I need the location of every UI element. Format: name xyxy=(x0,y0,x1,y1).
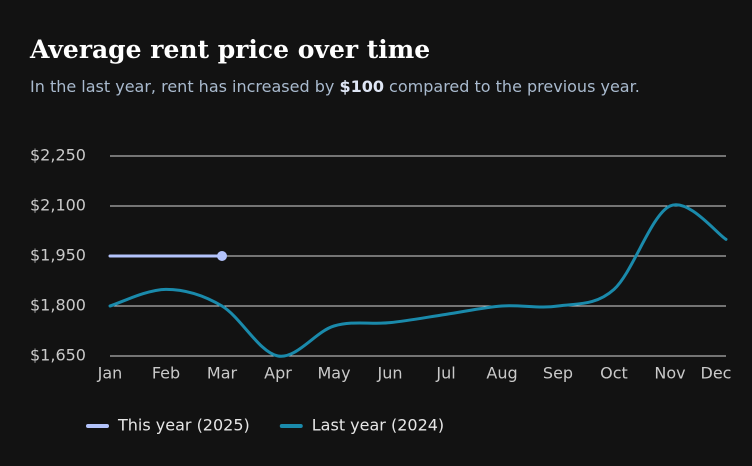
y-tick-label: $1,950 xyxy=(30,246,86,265)
chart-title: Average rent price over time xyxy=(29,35,430,64)
y-tick-label: $2,250 xyxy=(30,146,86,165)
x-tick-label: Dec xyxy=(701,364,732,383)
x-tick-label: Oct xyxy=(600,364,628,383)
x-tick-label: Sep xyxy=(543,364,573,383)
subtitle-highlight: $100 xyxy=(339,77,384,96)
x-tick-label: Apr xyxy=(264,364,292,383)
x-tick-label: Jul xyxy=(435,364,455,383)
y-tick-label: $1,800 xyxy=(30,296,86,315)
x-tick-label: Nov xyxy=(654,364,685,383)
x-tick-label: Mar xyxy=(207,364,238,383)
chart-subtitle: In the last year, rent has increased by … xyxy=(30,77,640,96)
legend-label: This year (2025) xyxy=(117,416,250,435)
x-tick-label: Jan xyxy=(97,364,123,383)
end-marker xyxy=(217,251,227,261)
subtitle-text: In the last year, rent has increased by xyxy=(30,77,339,96)
y-tick-label: $2,100 xyxy=(30,196,86,215)
legend-label: Last year (2024) xyxy=(312,416,444,435)
x-tick-label: Jun xyxy=(377,364,403,383)
x-tick-label: May xyxy=(317,364,350,383)
y-tick-label: $1,650 xyxy=(30,346,86,365)
series-line xyxy=(108,203,728,358)
subtitle-text: compared to the previous year. xyxy=(384,77,640,96)
x-tick-label: Aug xyxy=(486,364,517,383)
x-tick-label: Feb xyxy=(152,364,180,383)
